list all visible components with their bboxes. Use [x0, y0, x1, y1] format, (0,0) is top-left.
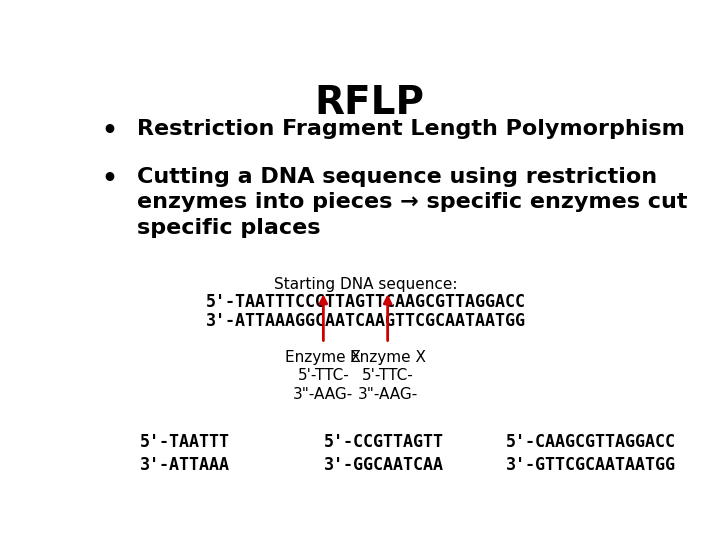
- Text: 5'-TAATTTCCGTTAGTTCAAGCGTTAGGACC: 5'-TAATTTCCGTTAGTTCAAGCGTTAGGACC: [206, 294, 526, 312]
- Text: Enzyme X
5'-TTC-
3"-AAG-: Enzyme X 5'-TTC- 3"-AAG-: [350, 349, 426, 402]
- Text: 3'-ATTAAAGGCAATCAAGTTCGCAATAATGG: 3'-ATTAAAGGCAATCAAGTTCGCAATAATGG: [206, 312, 526, 330]
- Text: Starting DNA sequence:: Starting DNA sequence:: [274, 277, 458, 292]
- Text: Enzyme X
5'-TTC-
3"-AAG-: Enzyme X 5'-TTC- 3"-AAG-: [285, 349, 361, 402]
- Text: •: •: [101, 167, 117, 191]
- Text: 5'-CAAGCGTTAGGACC
3'-GTTCGCAATAATGG: 5'-CAAGCGTTAGGACC 3'-GTTCGCAATAATGG: [505, 433, 675, 474]
- Text: RFLP: RFLP: [314, 84, 424, 122]
- Text: 5'-CCGTTAGTT
3'-GGCAATCAA: 5'-CCGTTAGTT 3'-GGCAATCAA: [324, 433, 444, 474]
- Text: Cutting a DNA sequence using restriction
enzymes into pieces → specific enzymes : Cutting a DNA sequence using restriction…: [138, 167, 688, 238]
- Text: •: •: [101, 119, 117, 143]
- Text: Restriction Fragment Length Polymorphism: Restriction Fragment Length Polymorphism: [138, 119, 685, 139]
- Text: 5'-TAATTT
3'-ATTAAA: 5'-TAATTT 3'-ATTAAA: [140, 433, 230, 474]
